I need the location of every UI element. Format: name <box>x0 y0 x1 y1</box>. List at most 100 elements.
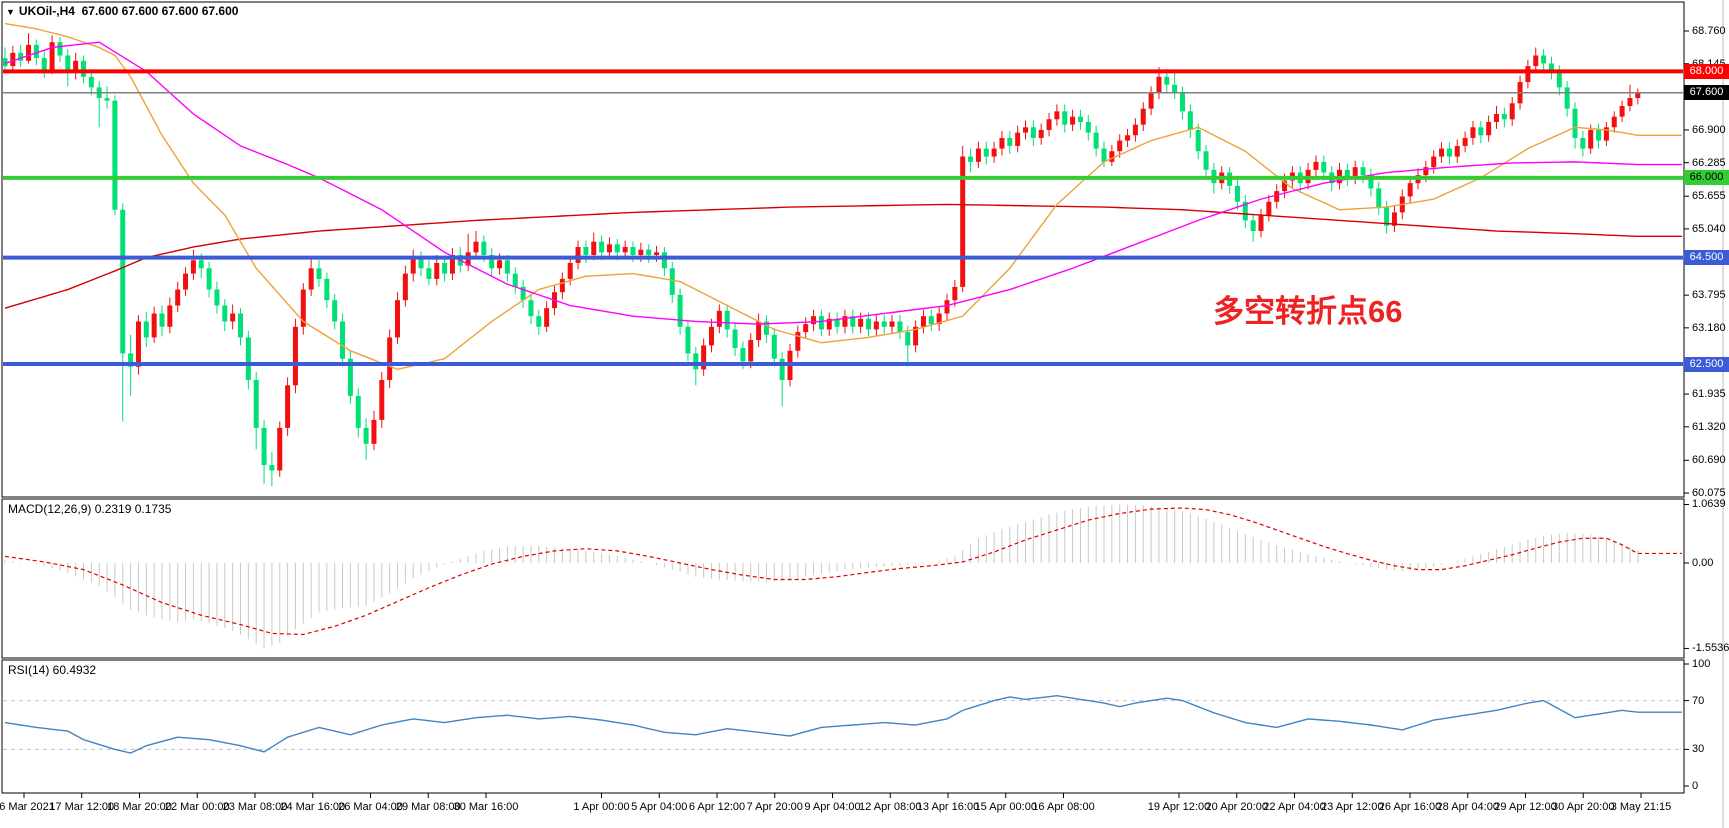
candle-body <box>292 326 298 386</box>
candle-body <box>1501 113 1507 120</box>
time-axis-label: 16 Mar 2021 <box>0 801 55 813</box>
candle-body <box>795 332 801 351</box>
candle-body <box>10 52 16 67</box>
annotation-text[interactable]: 多空转折点66 <box>1213 294 1403 329</box>
candle-body <box>693 353 699 370</box>
candle-body <box>245 337 251 380</box>
price-axis-label: 63.180 <box>1692 321 1726 334</box>
main-price-plot[interactable] <box>3 22 1684 487</box>
candle-body <box>1109 151 1115 162</box>
macd-panel-border <box>1 498 1685 659</box>
candle-body <box>748 340 754 362</box>
rsi-panel-border <box>1 659 1685 794</box>
candle-body <box>434 262 440 279</box>
candle-body <box>1384 207 1390 226</box>
candle-body <box>1446 148 1452 157</box>
candle-body <box>442 262 448 274</box>
symbol-dropdown-icon[interactable]: ▼ <box>6 7 15 17</box>
ma-mid-line <box>4 41 1682 325</box>
candle-body <box>340 321 346 359</box>
chart-title: ▼ UKOil-,H4 67.600 67.600 67.600 67.600 <box>6 4 238 18</box>
price-axis-label: 66.900 <box>1692 123 1726 136</box>
candle-body <box>120 209 126 354</box>
candle-body <box>944 300 950 314</box>
candle-body <box>1172 84 1178 93</box>
candle-body <box>1234 185 1240 202</box>
candle-body <box>387 337 393 380</box>
macd-axis-label: -1.5536 <box>1692 642 1729 655</box>
candle-body <box>575 246 581 263</box>
candle-body <box>253 379 259 428</box>
candle-body <box>1368 175 1374 189</box>
candle-body <box>1541 55 1547 64</box>
candle-body <box>190 260 196 274</box>
macd-axis-label: 0.00 <box>1692 557 1714 569</box>
time-axis-label: 6 Apr 12:00 <box>688 801 746 813</box>
ma-slow-line <box>4 203 1682 309</box>
candle-body <box>128 353 134 367</box>
candle-body <box>57 42 63 56</box>
candle-body <box>316 268 322 279</box>
candle-body <box>716 310 722 327</box>
candle-body <box>1391 212 1397 226</box>
candle-body <box>920 316 926 327</box>
candle-body <box>1619 106 1625 117</box>
candle-body <box>183 273 189 290</box>
candle-body <box>1258 215 1264 232</box>
price-axis-label: 65.655 <box>1692 190 1726 203</box>
candle-body <box>1250 220 1256 232</box>
rsi-indicator-label: RSI(14) 60.4932 <box>8 663 97 677</box>
candle-body <box>1070 116 1076 125</box>
candle-body <box>1321 161 1327 173</box>
candle-body <box>222 305 228 322</box>
rsi-line <box>4 695 1682 754</box>
candle-body <box>1313 161 1319 170</box>
price-axis-label: 65.040 <box>1692 222 1726 235</box>
candle-body <box>104 98 110 101</box>
price-axis-label: 60.690 <box>1692 454 1726 467</box>
candle-body <box>1486 121 1492 136</box>
time-axis-label: 17 Mar 12:00 <box>49 801 115 813</box>
macd-axis-label: 1.0639 <box>1692 498 1726 511</box>
candle-body <box>1627 98 1633 107</box>
candle-body <box>1140 108 1146 125</box>
candle-body <box>512 273 518 287</box>
candle-body <box>49 42 55 72</box>
candle-body <box>285 385 291 428</box>
candle-body <box>167 305 173 327</box>
candle-body <box>1580 137 1586 149</box>
time-axis-label: 23 Mar 08:00 <box>222 801 288 813</box>
candle-body <box>489 254 495 269</box>
candle-body <box>355 395 361 428</box>
candle-body <box>1125 135 1131 141</box>
candle-body <box>402 273 408 301</box>
candle-body <box>143 321 149 338</box>
time-axis-label: 20 Apr 20:00 <box>1205 801 1268 813</box>
candle-body <box>1533 55 1539 67</box>
candle-body <box>324 278 330 301</box>
candle-body <box>622 246 628 253</box>
candle-body <box>1195 129 1201 152</box>
candle-body <box>65 55 71 72</box>
candle-body <box>1611 116 1617 128</box>
price-badge-62.500: 62.500 <box>1684 356 1729 372</box>
candle-body <box>1509 103 1515 120</box>
candle-body <box>1132 124 1138 136</box>
candle-body <box>41 58 47 72</box>
time-axis-label: 15 Apr 00:00 <box>974 801 1037 813</box>
candle-body <box>559 278 565 293</box>
candle-body <box>889 321 895 327</box>
candle-body <box>858 318 864 327</box>
candle-body <box>567 262 573 279</box>
candle-body <box>363 427 369 444</box>
candle-body <box>300 289 306 327</box>
time-axis-label: 3 May 21:15 <box>1610 801 1672 813</box>
candle-body <box>669 268 675 295</box>
candle-body <box>873 321 879 330</box>
candle-body <box>175 289 181 306</box>
candle-body <box>379 379 385 420</box>
candle-body <box>426 268 432 279</box>
candle-body <box>544 308 550 327</box>
candle-body <box>1478 127 1484 136</box>
